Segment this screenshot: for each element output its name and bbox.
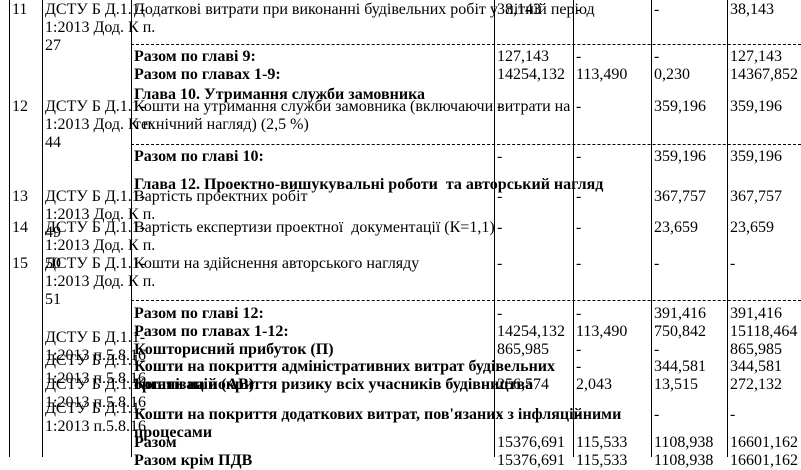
cell-cost-item-name: Разом по главі 12: Разом по главах 1-12:…: [134, 305, 334, 358]
cell-total-cost: -: [730, 406, 736, 423]
cell-total-cost: 272,132: [730, 376, 782, 393]
cell-construction-works-cost: -: [497, 188, 503, 205]
column-rule-code-name: [131, 0, 132, 457]
cell-normative-reference: ДСТУ Б Д.1.1- 1:2013 Дод. К п. 51: [45, 255, 156, 308]
cell-cost-item-name: Кошти на покриття ризику всіх учасників …: [134, 376, 534, 393]
cell-construction-works-cost: -: [497, 219, 503, 236]
cell-item-number: 12: [12, 98, 28, 115]
column-rule-left-edge: [9, 0, 10, 457]
estimate-sheet: 11 ДСТУ Б Д.1.1- 1:2013 Дод. К п. 27 Дод…: [9, 0, 801, 469]
cell-total-cost: 359,196: [730, 148, 782, 165]
cell-installation-works-cost: - 113,490 -: [576, 305, 628, 358]
cell-installation-works-cost: -: [576, 188, 582, 205]
cell-equipment-and-other-cost: 391,416 750,842 -: [654, 305, 706, 358]
cell-item-number: 11: [12, 1, 28, 18]
cell-construction-works-cost: -: [497, 255, 503, 272]
cell-equipment-and-other-cost: -: [654, 255, 660, 272]
cell-equipment-and-other-cost: 344,581: [654, 358, 706, 375]
cell-installation-works-cost: -: [576, 406, 582, 423]
cell-total-label: Разом Разом крім ПДВ: [134, 434, 253, 469]
cell-normative-reference: ДСТУ Б Д.1.1- 1:2013 п.5.8.16: [45, 400, 147, 435]
column-rule-v2-v3: [651, 0, 652, 457]
cell-total-cost: 16601,162 16601,162: [730, 434, 798, 469]
cell-construction-works-cost: 38,143: [497, 1, 541, 18]
cell-installation-works-cost: -: [576, 255, 582, 272]
cell-total-cost: 359,196: [730, 98, 782, 115]
cell-construction-works-cost: -: [497, 148, 503, 165]
cell-equipment-and-other-cost: - 0,230: [654, 48, 690, 83]
row-separator-2: [131, 144, 801, 145]
cell-item-number: 15: [12, 255, 28, 272]
cell-equipment-and-other-cost: 13,515: [654, 376, 698, 393]
cell-installation-works-cost: -: [576, 219, 582, 236]
cell-total-cost: 391,416 15118,464 865,985: [730, 305, 798, 358]
cell-equipment-and-other-cost: 23,659: [654, 219, 698, 236]
column-rule-name-v1: [494, 0, 495, 457]
row-separator-3: [131, 300, 801, 301]
cell-installation-works-cost: 115,533 115,533: [576, 434, 628, 469]
cell-normative-reference: ДСТУ Б Д.1.1- 1:2013 п.5.8.16: [45, 329, 147, 364]
cell-equipment-and-other-cost: 359,196: [654, 98, 706, 115]
cell-cost-item-name: Додаткові витрати при виконанні будівель…: [134, 1, 595, 18]
cell-cost-item-name: Вартість експертизи проектної документац…: [134, 219, 495, 236]
cell-construction-works-cost: - 14254,132 865,985: [497, 305, 565, 358]
column-rule-v3-v4: [727, 0, 728, 457]
cell-installation-works-cost: -: [576, 358, 582, 375]
cell-cost-item-name: Кошти на здійснення авторського нагляду: [134, 255, 420, 272]
cell-normative-reference: ДСТУ Б Д.1.1- 1:2013 Дод. К п. 50: [45, 219, 156, 272]
row-separator-1: [131, 44, 801, 45]
cell-total-cost: 127,143 14367,852: [730, 48, 798, 83]
cell-construction-works-cost: 15376,691 15376,691: [497, 434, 565, 469]
cell-equipment-and-other-cost: 367,757: [654, 188, 706, 205]
cell-total-cost: 38,143: [730, 1, 774, 18]
column-rule-num-code: [42, 0, 43, 457]
cell-cost-item-name: Вартість проектних робіт: [134, 188, 308, 205]
cell-item-number: 14: [12, 219, 28, 236]
cell-chapter-heading: Глава 10. Утримання служби замовника: [134, 86, 426, 103]
cell-normative-reference: ДСТУ Б Д.1.1- 1:2013 п.5.8.16: [45, 376, 147, 411]
cell-construction-works-cost: -: [497, 98, 503, 115]
cell-installation-works-cost: -: [576, 1, 582, 18]
cell-installation-works-cost: -: [576, 98, 582, 115]
cell-item-number: 13: [12, 188, 28, 205]
cell-cost-item-name: Разом по главі 9: Разом по главах 1-9:: [134, 48, 281, 83]
cell-normative-reference: ДСТУ Б Д.1.1- 1:2013 Дод. К п. 44: [45, 98, 156, 151]
column-rule-v1-v2: [573, 0, 574, 457]
cell-construction-works-cost: -: [497, 358, 503, 375]
cell-equipment-and-other-cost: 1108,938 1108,938: [654, 434, 714, 469]
cell-total-cost: 23,659: [730, 219, 774, 236]
cell-equipment-and-other-cost: 359,196: [654, 148, 706, 165]
cell-cost-item-name: Кошти на утримання служби замовника (вкл…: [134, 98, 571, 133]
cell-construction-works-cost: 127,143 14254,132: [497, 48, 565, 83]
cell-total-cost: 367,757: [730, 188, 782, 205]
cell-total-cost: -: [730, 255, 736, 272]
cell-installation-works-cost: - 113,490: [576, 48, 628, 83]
cell-normative-reference: ДСТУ Б Д.1.1- 1:2013 Дод. К п. 27: [45, 1, 156, 54]
cell-equipment-and-other-cost: -: [654, 1, 660, 18]
cell-cost-item-name: Разом по главі 10:: [134, 148, 264, 165]
cell-construction-works-cost: 256,574: [497, 376, 549, 393]
cell-equipment-and-other-cost: -: [654, 406, 660, 423]
cell-total-cost: 344,581: [730, 358, 782, 375]
cell-installation-works-cost: 2,043: [576, 376, 612, 393]
cell-construction-works-cost: -: [497, 406, 503, 423]
cell-installation-works-cost: -: [576, 148, 582, 165]
